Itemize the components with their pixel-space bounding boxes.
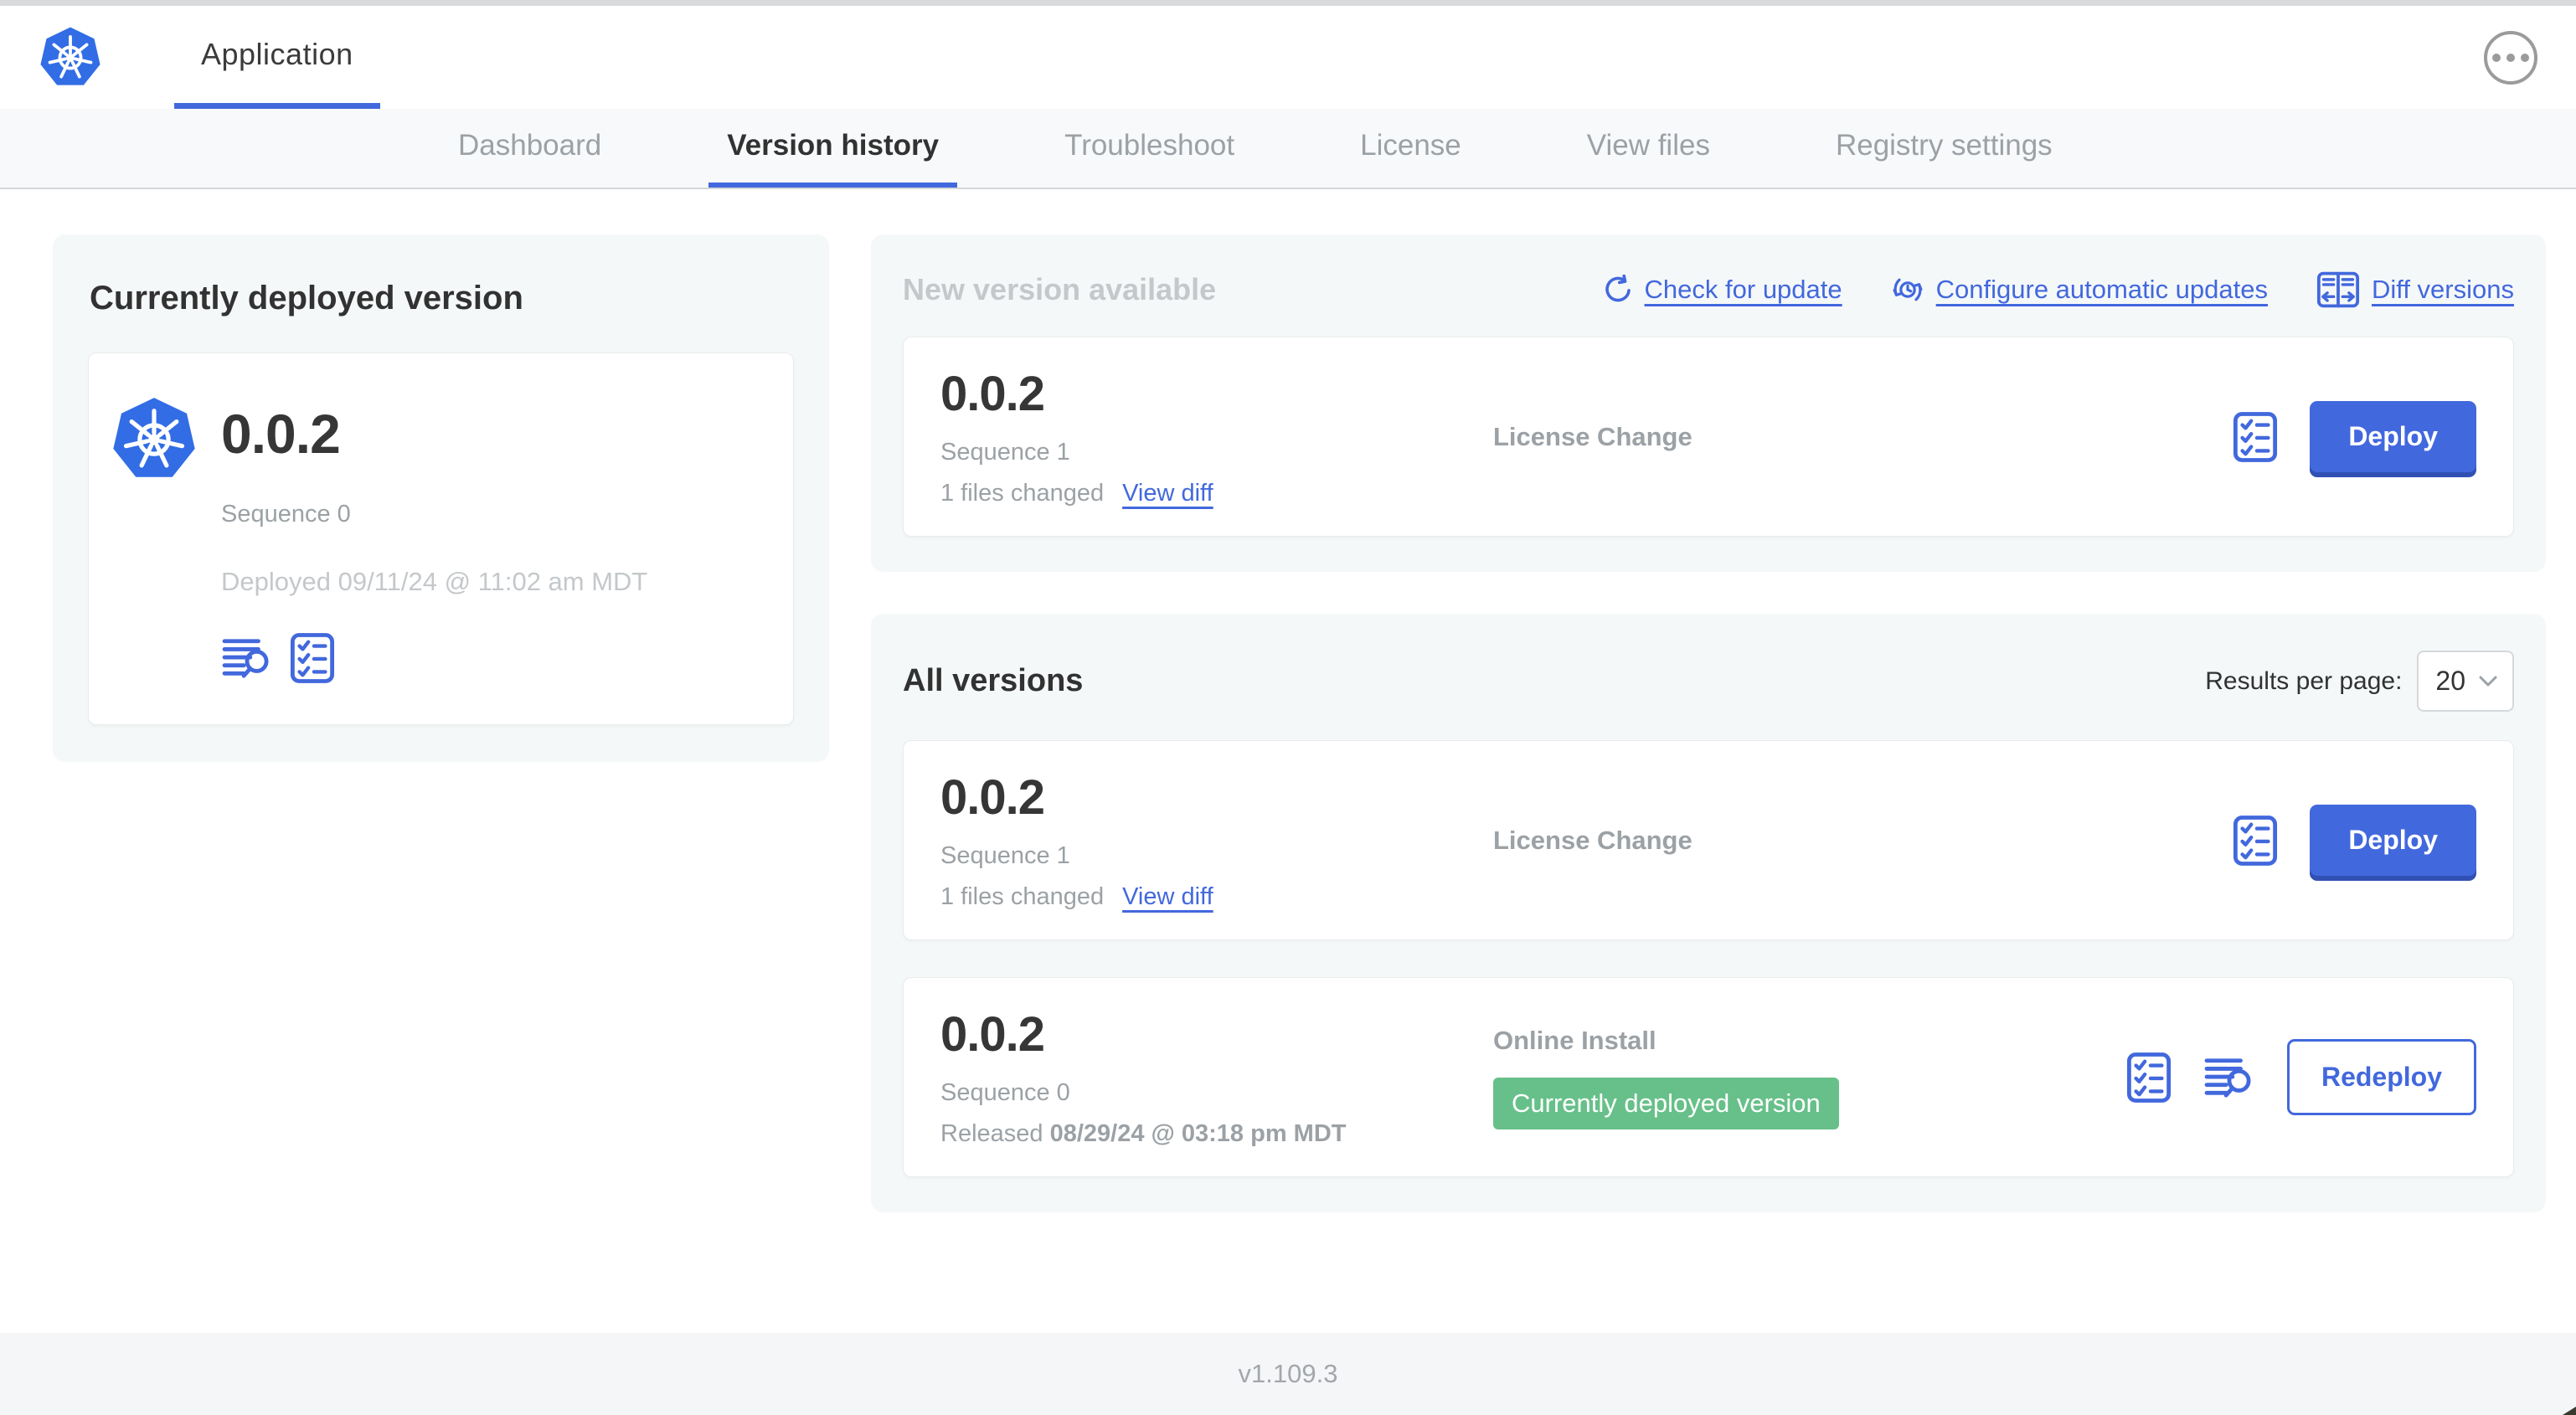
version-row-sequence-1: 0.0.2 Sequence 1 1 files changed View di… xyxy=(903,740,2514,940)
currently-deployed-badge: Currently deployed version xyxy=(1493,1077,1839,1129)
currently-deployed-title: Currently deployed version xyxy=(90,280,523,316)
preflight-checks-button[interactable] xyxy=(2233,411,2278,463)
row-source-label: License Change xyxy=(1493,825,1692,855)
tab-license[interactable]: License xyxy=(1360,129,1461,162)
preflight-checks-button[interactable] xyxy=(290,632,335,684)
check-for-update-link[interactable]: Check for update xyxy=(1603,275,1842,305)
results-per-page-label: Results per page: xyxy=(2205,666,2403,695)
app-subnav: Dashboard Version history Troubleshoot L… xyxy=(0,109,2576,189)
view-diff-link[interactable]: View diff xyxy=(1122,883,1213,910)
ellipsis-icon xyxy=(2492,53,2501,62)
files-changed-label: 1 files changed xyxy=(940,480,1105,507)
row-sequence: Sequence 1 xyxy=(940,842,1070,869)
more-options-button[interactable] xyxy=(2484,30,2537,85)
deployed-timestamp: Deployed 09/11/24 @ 11:02 am MDT xyxy=(221,567,648,596)
logs-icon xyxy=(222,639,269,678)
chevron-down-icon xyxy=(2479,676,2497,686)
row-source-label: License Change xyxy=(1493,421,1692,451)
checklist-icon xyxy=(290,633,335,683)
view-diff-link[interactable]: View diff xyxy=(1122,480,1213,507)
logs-icon xyxy=(2204,1057,2251,1098)
new-version-title: New version available xyxy=(903,272,1217,306)
tab-registry-settings[interactable]: Registry settings xyxy=(1835,129,2053,162)
results-per-page-select[interactable]: 20 xyxy=(2417,651,2514,712)
row-version-number: 0.0.2 xyxy=(940,367,1045,421)
app-tab-label: Application xyxy=(201,37,353,71)
row-version-number: 0.0.2 xyxy=(940,770,1045,825)
kubernetes-app-icon xyxy=(113,398,195,477)
cursor-artifact xyxy=(2563,1407,2576,1415)
preflight-checks-button[interactable] xyxy=(2126,1052,2172,1104)
redeploy-button[interactable]: Redeploy xyxy=(2286,1039,2476,1115)
view-logs-button[interactable] xyxy=(221,636,273,680)
deploy-button[interactable]: Deploy xyxy=(2310,805,2476,876)
tab-dashboard[interactable]: Dashboard xyxy=(458,129,602,162)
configure-automatic-updates-link[interactable]: Configure automatic updates xyxy=(1891,273,2268,306)
row-version-number: 0.0.2 xyxy=(940,1007,1045,1062)
all-versions-card: All versions Results per page: 20 0.0.2 … xyxy=(871,614,2546,1212)
deploy-button[interactable]: Deploy xyxy=(2310,401,2476,472)
new-version-row: 0.0.2 Sequence 1 1 files changed View di… xyxy=(903,337,2514,537)
preflight-checks-button[interactable] xyxy=(2233,815,2278,867)
row-source-label: Online Install xyxy=(1493,1025,1656,1055)
app-tab-application[interactable]: Application xyxy=(174,6,380,109)
main-content: Currently deployed version 0.0.2 S xyxy=(0,189,2576,1273)
window-top-strip xyxy=(0,0,2576,6)
deployed-version-number: 0.0.2 xyxy=(221,403,341,465)
kots-version: v1.109.3 xyxy=(1238,1359,1338,1388)
kubernetes-logo-icon xyxy=(40,27,100,85)
view-logs-button[interactable] xyxy=(2203,1056,2255,1099)
deployed-sequence: Sequence 0 xyxy=(221,501,351,527)
row-released-timestamp: Released 08/29/24 @ 03:18 pm MDT xyxy=(940,1120,1347,1147)
tab-view-files[interactable]: View files xyxy=(1586,129,1710,162)
version-row-sequence-0: 0.0.2 Sequence 0 Released 08/29/24 @ 03:… xyxy=(903,977,2514,1177)
app-logo xyxy=(39,6,102,109)
diff-icon xyxy=(2316,271,2360,308)
app-footer: v1.109.3 xyxy=(0,1333,2576,1415)
tab-version-history[interactable]: Version history xyxy=(708,109,958,188)
currently-deployed-card: Currently deployed version 0.0.2 S xyxy=(53,234,829,762)
checklist-icon xyxy=(2233,411,2278,462)
auto-update-icon xyxy=(1893,278,1923,301)
diff-versions-link[interactable]: Diff versions xyxy=(2316,271,2514,308)
tab-troubleshoot[interactable]: Troubleshoot xyxy=(1064,129,1235,162)
deployed-version-tile: 0.0.2 Sequence 0 Deployed 09/11/24 @ 11:… xyxy=(88,352,794,725)
all-versions-title: All versions xyxy=(903,663,1084,698)
refresh-icon xyxy=(1605,275,1631,302)
app-header: Application xyxy=(0,6,2576,109)
files-changed-label: 1 files changed xyxy=(940,883,1105,910)
row-sequence: Sequence 1 xyxy=(940,439,1070,466)
checklist-icon xyxy=(2126,1052,2172,1103)
new-version-card: New version available Check for update xyxy=(871,234,2546,572)
row-sequence: Sequence 0 xyxy=(940,1079,1070,1106)
checklist-icon xyxy=(2233,815,2278,866)
